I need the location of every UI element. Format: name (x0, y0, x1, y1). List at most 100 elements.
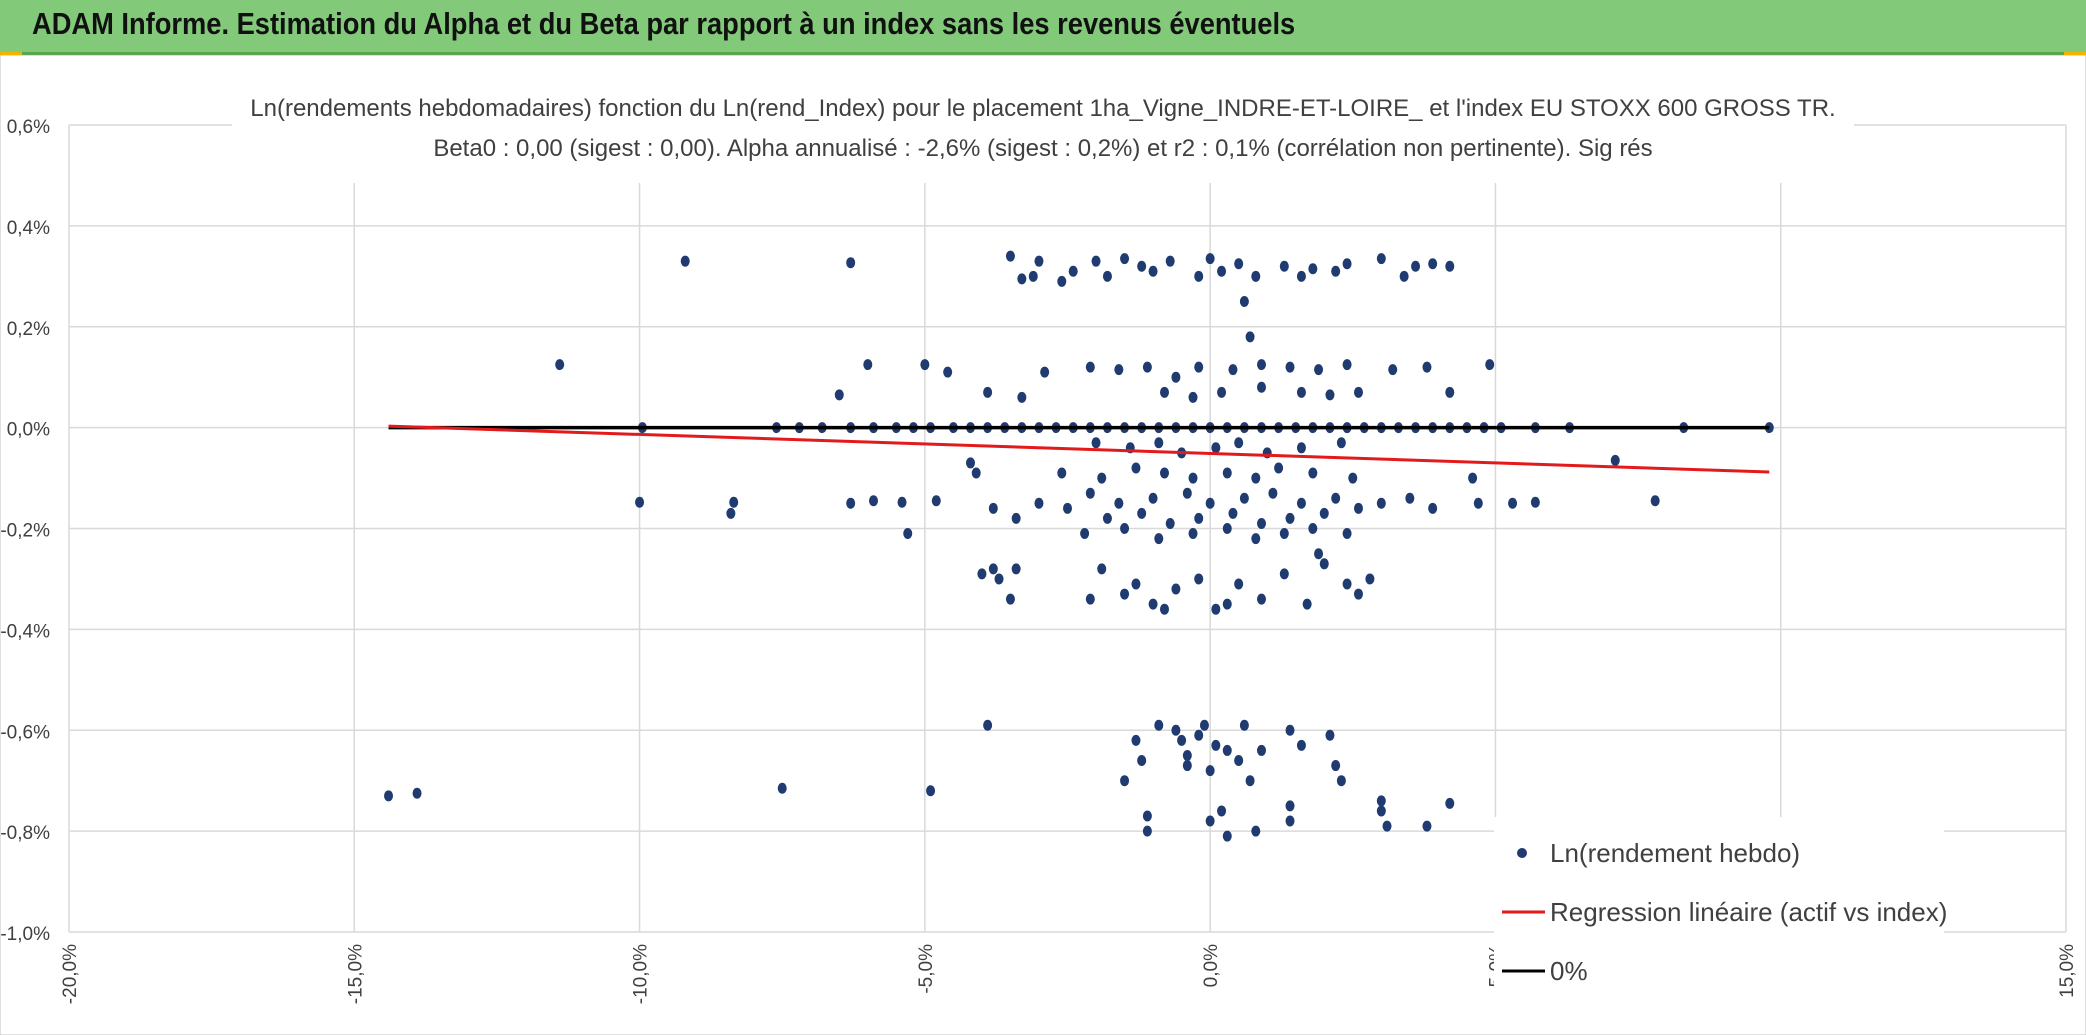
data-point (1131, 578, 1141, 590)
data-point (1159, 386, 1169, 398)
data-point (846, 257, 856, 269)
data-point (1382, 820, 1392, 832)
data-point (1091, 255, 1101, 267)
data-point (777, 782, 787, 794)
data-point (988, 563, 998, 575)
data-point (1228, 507, 1238, 519)
y-tick-label: -0,4% (0, 621, 50, 642)
data-point (1188, 472, 1198, 484)
data-point (1091, 437, 1101, 449)
data-point (1445, 797, 1455, 809)
data-point (1342, 258, 1352, 270)
data-point (1428, 502, 1438, 514)
data-point (983, 386, 993, 398)
data-point (1256, 593, 1266, 605)
data-point (1296, 497, 1306, 509)
data-point (1182, 487, 1192, 499)
y-tick-label: -1,0% (0, 924, 50, 945)
y-tick-label: 0,4% (7, 218, 50, 239)
data-point (1034, 497, 1044, 509)
data-point (1353, 386, 1363, 398)
data-point (1245, 775, 1255, 787)
data-point (1336, 437, 1346, 449)
data-point (1011, 512, 1021, 524)
data-point (1154, 533, 1164, 545)
chart-subtitle: Beta0 : 0,00 (sigest : 0,00). Alpha annu… (433, 135, 1652, 162)
data-point (1234, 437, 1244, 449)
legend-label-regression: Regression linéaire (actif vs index) (1550, 897, 1947, 927)
data-point (1222, 830, 1232, 842)
data-point (1485, 359, 1495, 371)
legend-marker-points (1517, 848, 1527, 858)
data-point (1331, 265, 1341, 277)
y-tick-label: 0,0% (7, 420, 50, 441)
data-point (1005, 250, 1015, 262)
data-point (1468, 472, 1478, 484)
data-point (1314, 364, 1324, 376)
data-point (1097, 563, 1107, 575)
data-point (1211, 603, 1221, 615)
data-point (1353, 588, 1363, 600)
data-point (1245, 331, 1255, 343)
data-point (1428, 258, 1438, 270)
data-point (1131, 734, 1141, 746)
data-point (1445, 260, 1455, 272)
data-point (1342, 578, 1352, 590)
data-point (1040, 366, 1050, 378)
data-point (1102, 512, 1112, 524)
data-point (1085, 361, 1095, 373)
chart-title: Ln(rendements hebdomadaires) fonction du… (250, 95, 1835, 122)
data-point (1222, 598, 1232, 610)
data-point (1120, 775, 1130, 787)
data-point (1205, 497, 1215, 509)
data-point (1473, 497, 1483, 509)
data-point (1251, 533, 1261, 545)
data-point (1159, 467, 1169, 479)
data-point (1348, 472, 1358, 484)
data-point (1319, 507, 1329, 519)
data-point (1137, 507, 1147, 519)
data-point (1188, 528, 1198, 540)
data-point (1285, 512, 1295, 524)
data-point (1285, 724, 1295, 736)
data-point (1296, 739, 1306, 751)
data-point (635, 496, 645, 508)
data-point (1165, 255, 1175, 267)
x-tick-label: -5,0% (916, 944, 937, 994)
data-point (1114, 364, 1124, 376)
x-tick-label: -20,0% (60, 944, 81, 1004)
data-point (1194, 270, 1204, 282)
data-point (1171, 583, 1181, 595)
data-point (966, 457, 976, 469)
data-point (1256, 517, 1266, 529)
data-point (1308, 263, 1318, 275)
data-point (1199, 719, 1209, 731)
data-point (943, 366, 953, 378)
data-point (1422, 820, 1432, 832)
data-point (1165, 517, 1175, 529)
data-point (1217, 265, 1227, 277)
data-point (1177, 734, 1187, 746)
data-point (1239, 492, 1249, 504)
y-tick-label: -0,2% (0, 521, 50, 542)
data-point (994, 573, 1004, 585)
data-point (1234, 755, 1244, 767)
chart-title-group: Ln(rendements hebdomadaires) fonction du… (232, 85, 1854, 183)
data-point (1268, 487, 1278, 499)
data-point (1120, 523, 1130, 534)
data-point (1336, 775, 1346, 787)
data-point (1274, 462, 1284, 474)
data-point (1194, 512, 1204, 524)
data-point (1217, 805, 1227, 817)
data-point (1411, 260, 1421, 272)
data-point (1342, 359, 1352, 371)
data-point (1296, 442, 1306, 454)
data-point (1028, 270, 1038, 282)
data-point (977, 568, 987, 580)
data-point (1154, 719, 1164, 731)
data-point (384, 790, 394, 802)
data-point (1325, 729, 1335, 741)
data-point (1376, 253, 1386, 265)
data-point (1279, 260, 1289, 272)
data-point (903, 528, 913, 540)
